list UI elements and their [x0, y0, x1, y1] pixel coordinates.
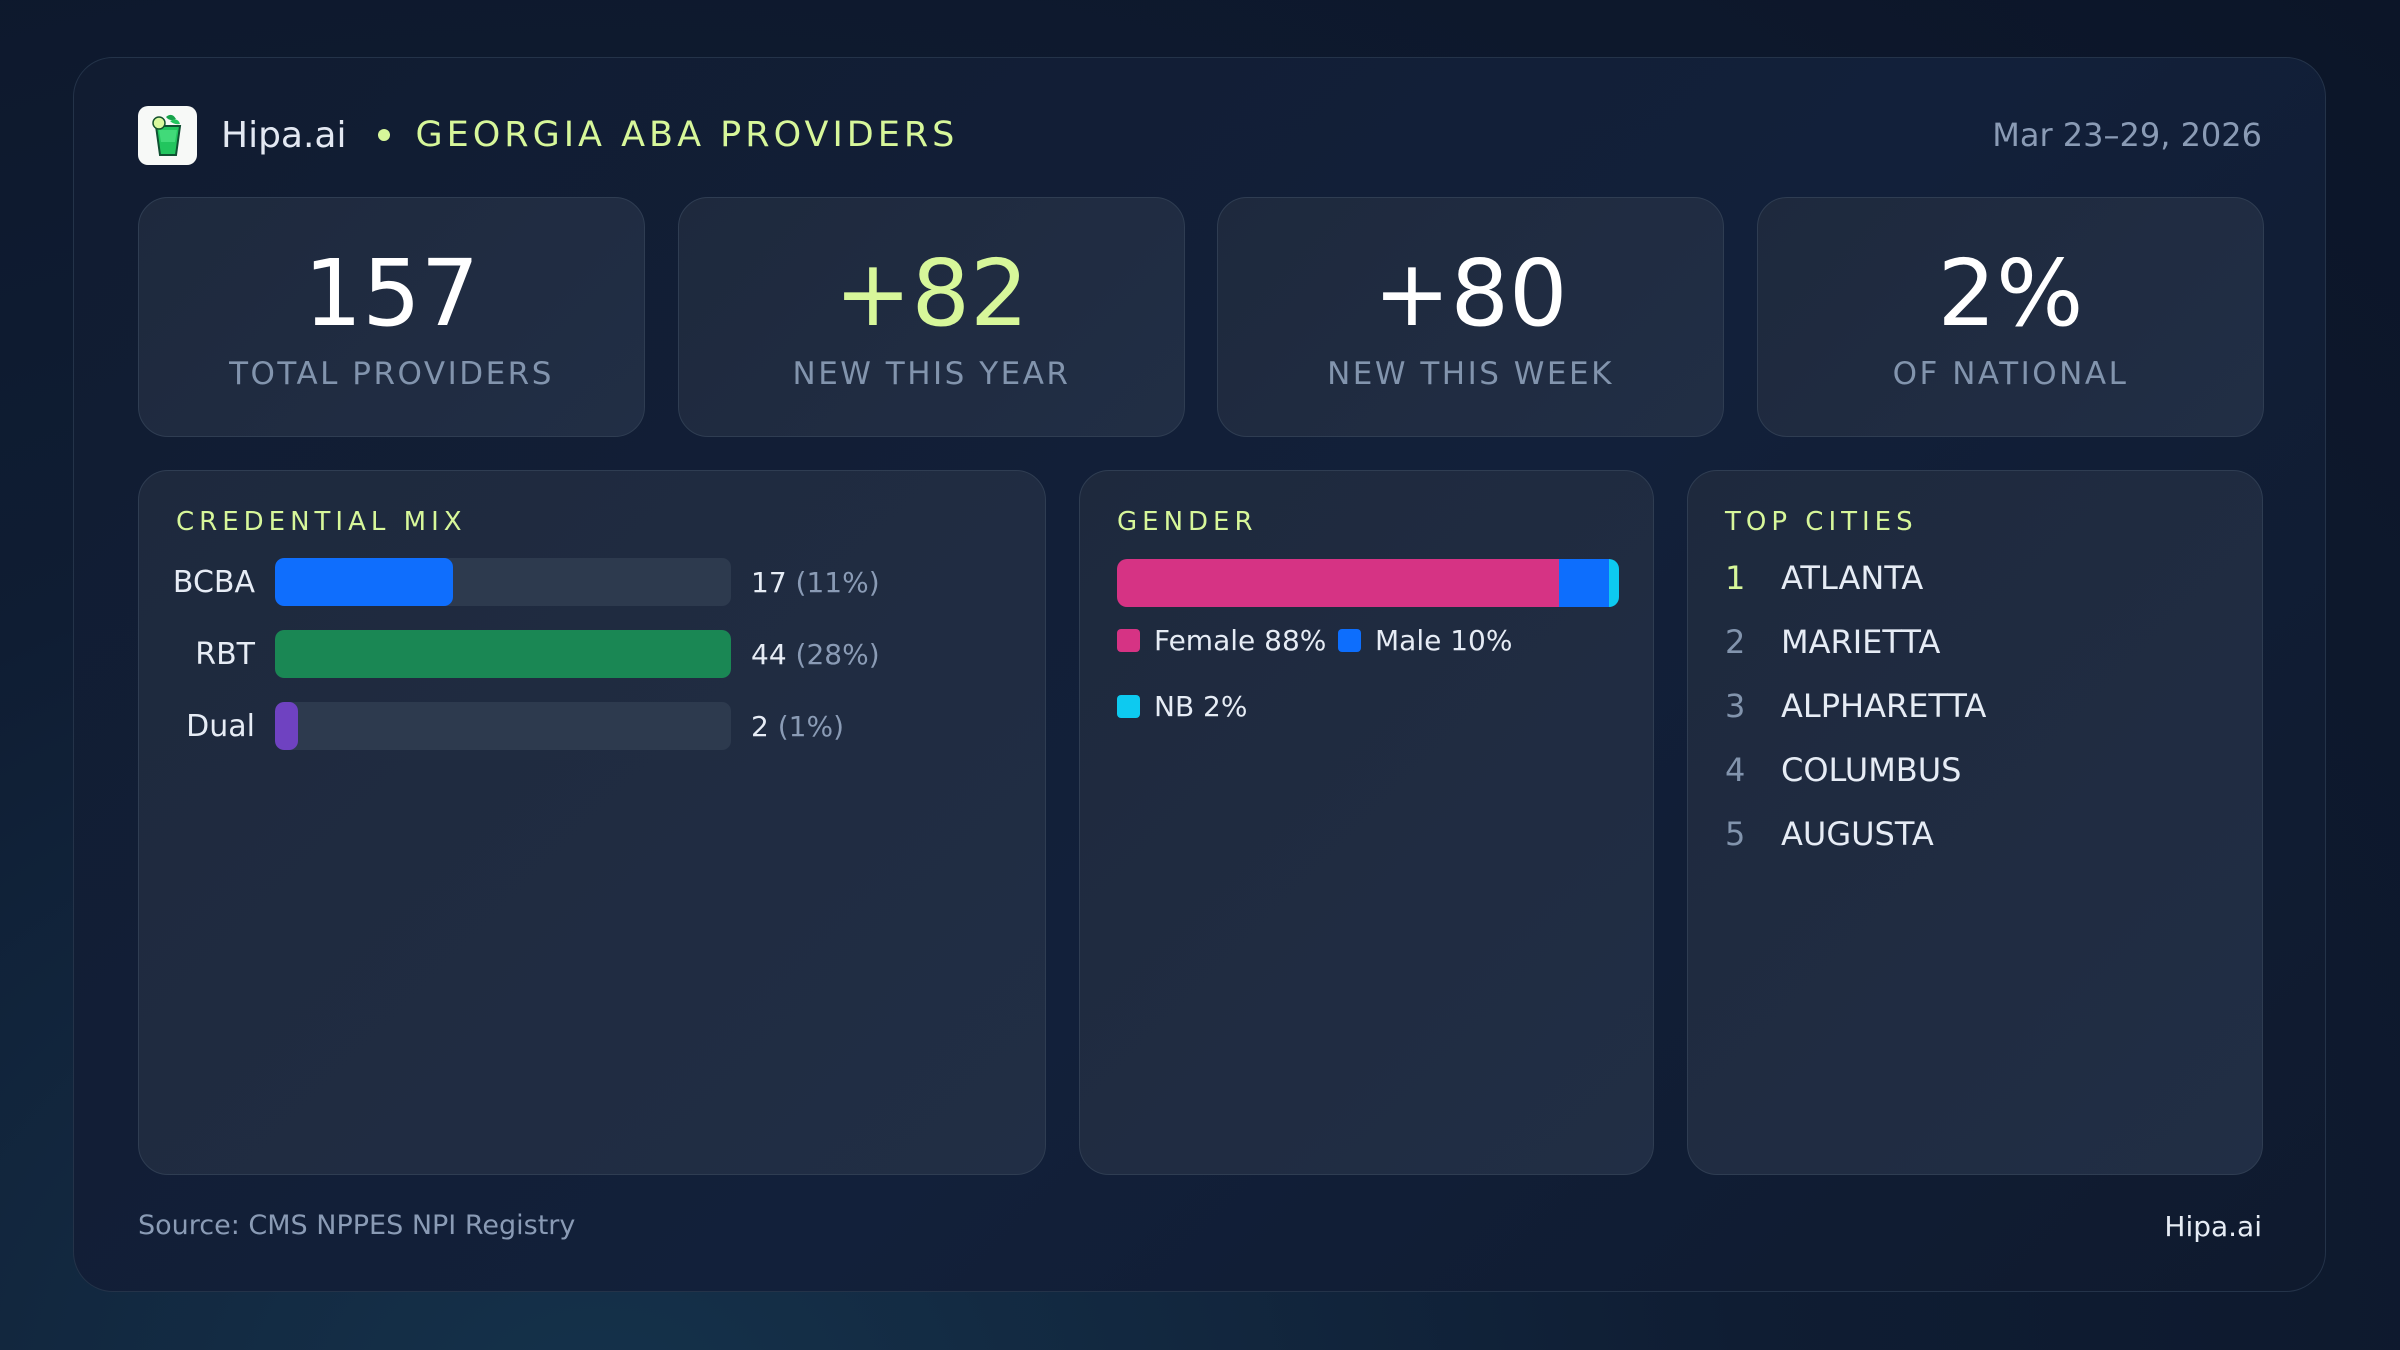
credential-pct: (11%) — [795, 565, 880, 599]
credential-label: RBT — [195, 636, 255, 672]
city-rank: 2 — [1725, 623, 1746, 661]
city-row: 2 MARIETTA — [1725, 623, 1940, 661]
credential-bar-track — [275, 558, 731, 606]
page-title: GEORGIA ABA PROVIDERS — [415, 115, 959, 155]
legend-label: NB 2% — [1154, 690, 1248, 723]
separator-dot — [377, 129, 390, 141]
credential-count: 2 — [751, 709, 769, 743]
stat-card-of-national: 2% OF NATIONAL — [1757, 197, 2264, 437]
credential-row-bcba: BCBA 17 (11%) — [139, 558, 1045, 606]
stat-value: +82 — [834, 240, 1029, 347]
gender-segment-female — [1117, 559, 1559, 607]
gender-panel: GENDER Female 88% Male 10% NB 2% — [1079, 470, 1654, 1175]
credential-pct: (1%) — [777, 709, 845, 743]
stat-card-total-providers: 157 TOTAL PROVIDERS — [138, 197, 645, 437]
stat-card-new-this-week: +80 NEW THIS WEEK — [1217, 197, 1724, 437]
legend-label: Female 88% — [1154, 624, 1327, 657]
top-cities-panel: TOP CITIES 1 ATLANTA 2 MARIETTA 3 ALPHAR… — [1687, 470, 2263, 1175]
city-rank: 4 — [1725, 751, 1746, 789]
credential-label: Dual — [186, 708, 255, 744]
stat-label: NEW THIS WEEK — [1327, 356, 1614, 392]
city-rank: 3 — [1725, 687, 1746, 725]
credential-value: 17 (11%) — [751, 566, 880, 599]
stat-label: TOTAL PROVIDERS — [229, 356, 554, 392]
credential-row-dual: Dual 2 (1%) — [139, 702, 1045, 750]
credential-row-rbt: RBT 44 (28%) — [139, 630, 1045, 678]
gender-stacked-bar — [1117, 559, 1619, 607]
stat-value: 2% — [1937, 240, 2084, 347]
city-row: 4 COLUMBUS — [1725, 751, 1961, 789]
credential-bar-track — [275, 702, 731, 750]
credential-value: 44 (28%) — [751, 638, 880, 671]
panel-title: CREDENTIAL MIX — [176, 507, 467, 537]
city-name: AUGUSTA — [1781, 815, 1934, 853]
city-rank: 1 — [1725, 559, 1746, 597]
legend-swatch — [1117, 629, 1140, 652]
city-name: COLUMBUS — [1781, 751, 1962, 789]
header: Hipa.ai GEORGIA ABA PROVIDERS Mar 23–29,… — [138, 105, 2262, 165]
stat-label: OF NATIONAL — [1892, 356, 2129, 392]
credential-value: 2 (1%) — [751, 710, 844, 743]
credential-label: BCBA — [172, 564, 255, 600]
city-name: ALPHARETTA — [1781, 687, 1987, 725]
credential-bar-fill — [275, 702, 298, 750]
city-row: 5 AUGUSTA — [1725, 815, 1934, 853]
stat-value: +80 — [1373, 240, 1568, 347]
gender-segment-male — [1558, 559, 1609, 607]
credential-bar-fill — [275, 558, 453, 606]
city-name: MARIETTA — [1781, 623, 1941, 661]
credential-bar-fill — [275, 630, 731, 678]
legend-label: Male 10% — [1375, 624, 1513, 657]
legend-male: Male 10% — [1338, 624, 1512, 657]
credential-count: 17 — [751, 565, 787, 599]
stat-card-new-this-year: +82 NEW THIS YEAR — [678, 197, 1185, 437]
stat-label: NEW THIS YEAR — [792, 356, 1071, 392]
panel-title: GENDER — [1117, 507, 1258, 537]
legend-swatch — [1338, 629, 1361, 652]
panel-title: TOP CITIES — [1725, 507, 1918, 537]
brand-name: Hipa.ai — [221, 114, 347, 156]
footer-source: Source: CMS NPPES NPI Registry — [138, 1210, 576, 1241]
stat-value: 157 — [303, 240, 480, 347]
city-rank: 5 — [1725, 815, 1746, 853]
legend-nb: NB 2% — [1117, 690, 1247, 723]
city-row: 1 ATLANTA — [1725, 559, 1923, 597]
credential-bar-track — [275, 630, 731, 678]
footer-brand: Hipa.ai — [2164, 1210, 2262, 1243]
date-range: Mar 23–29, 2026 — [1992, 116, 2262, 154]
legend-female: Female 88% — [1117, 624, 1326, 657]
credential-pct: (28%) — [795, 637, 880, 671]
credential-count: 44 — [751, 637, 787, 671]
city-row: 3 ALPHARETTA — [1725, 687, 1986, 725]
mojito-glass-icon — [138, 105, 197, 165]
legend-swatch — [1117, 695, 1140, 718]
credential-mix-panel: CREDENTIAL MIX BCBA 17 (11%) RBT 44 (28%… — [138, 470, 1046, 1175]
gender-segment-nb — [1608, 559, 1619, 607]
city-name: ATLANTA — [1781, 559, 1924, 597]
